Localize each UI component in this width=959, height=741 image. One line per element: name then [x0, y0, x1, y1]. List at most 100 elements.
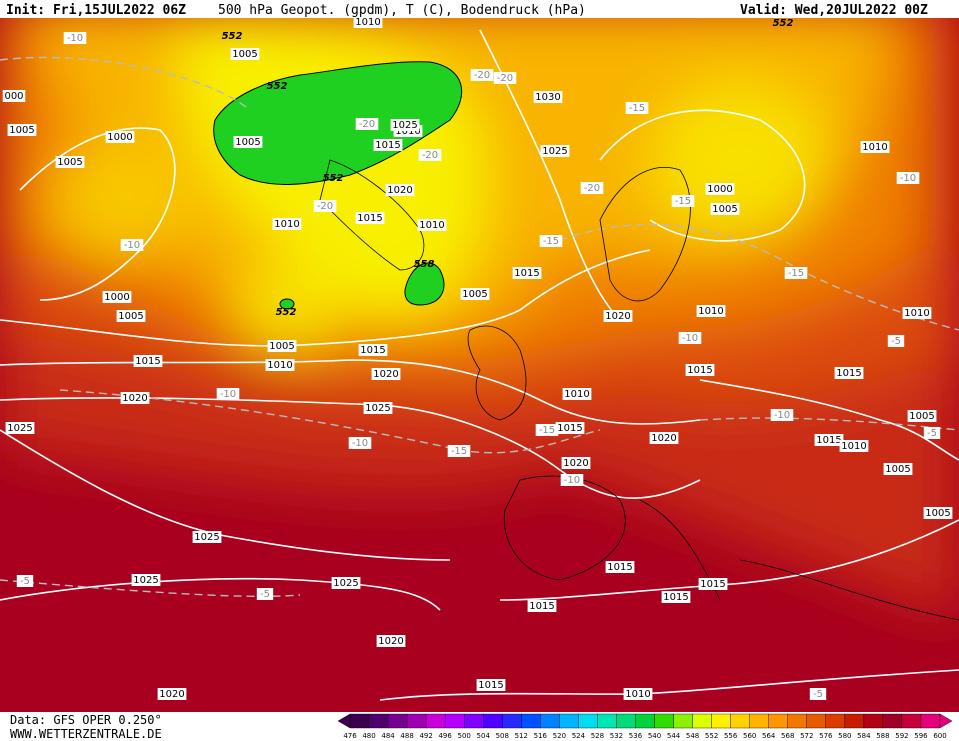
- pressure-label: 1010: [274, 219, 299, 230]
- colorbar-tick-label: 532: [610, 732, 623, 740]
- colorbar-cell: [616, 713, 636, 729]
- label-bg: [313, 200, 337, 212]
- label-bg: [535, 424, 559, 436]
- pressure-label: 1020: [122, 393, 147, 404]
- pressure-label: 1010: [419, 220, 444, 231]
- label-bg: [470, 69, 494, 81]
- colorbar-cell: [749, 713, 769, 729]
- pressure-label: 1010: [395, 126, 420, 137]
- temperature-label: -5: [927, 428, 937, 439]
- pressure-label: 1020: [605, 311, 630, 322]
- label-bg: [348, 437, 372, 449]
- temperature-label: -10: [774, 410, 790, 421]
- label-bg: [770, 409, 794, 421]
- label-bg: [562, 388, 592, 400]
- label-bg: [671, 195, 695, 207]
- label-bg: [373, 139, 403, 151]
- colorbar-tick-label: 484: [381, 732, 395, 740]
- pressure-label: 1015: [514, 268, 539, 279]
- temperature-label: -15: [629, 103, 645, 114]
- colorbar-cell: [673, 713, 693, 729]
- colorbar-cell: [425, 713, 446, 729]
- temperature-label: -20: [359, 119, 375, 130]
- colorbar-cell: [920, 713, 941, 729]
- colorbar-tick-label: 500: [458, 732, 471, 740]
- colorbar-tick-label: 504: [477, 732, 491, 740]
- label-bg: [493, 72, 517, 84]
- colorbar-cell: [692, 713, 712, 729]
- colorbar-cell: [806, 713, 827, 729]
- temperature-label: -15: [451, 446, 467, 457]
- pressure-label: 1015: [375, 140, 400, 151]
- label-bg: [907, 410, 937, 422]
- coastlines: [319, 159, 959, 621]
- label-bg: [55, 156, 85, 168]
- colorbar-cell: [349, 713, 370, 729]
- pressure-label: 1005: [235, 137, 260, 148]
- label-bg: [120, 239, 144, 251]
- colorbar-cell: [597, 713, 617, 729]
- pressure-label: 1010: [267, 360, 292, 371]
- label-bg: [390, 119, 420, 131]
- header-bg: [0, 0, 959, 18]
- pressure-label: 1025: [542, 146, 567, 157]
- pressure-label: 1015: [478, 680, 503, 691]
- temperature-label: -5: [813, 689, 823, 700]
- label-bg: [256, 588, 274, 600]
- label-bg: [540, 145, 570, 157]
- label-bg: [661, 591, 691, 603]
- pressure-label: 1005: [909, 411, 934, 422]
- temperature-label: -10: [124, 240, 140, 251]
- label-bg: [216, 388, 240, 400]
- colorbar-cell: [635, 713, 655, 729]
- pressure-label: 1000: [707, 184, 732, 195]
- colorbar-cell: [730, 713, 750, 729]
- pressure-label: 1020: [563, 458, 588, 469]
- colorbar-tick-label: 524: [572, 732, 586, 740]
- pressure-label: 1025: [333, 578, 358, 589]
- pressure-label: 1015: [529, 601, 554, 612]
- colorbar-cell: [863, 713, 884, 729]
- temperature-label: -5: [20, 576, 30, 587]
- label-bg: [603, 310, 633, 322]
- colorbar-cell: [654, 713, 674, 729]
- colorbar-cell: [406, 713, 427, 729]
- geopotential-label: 552: [323, 173, 344, 184]
- label-bg: [527, 600, 557, 612]
- geopot-552-area: [213, 61, 463, 185]
- label-bg: [2, 90, 26, 102]
- label-bg: [605, 561, 635, 573]
- map-area: [0, 18, 959, 712]
- label-bg: [649, 432, 679, 444]
- pressure-label: 1005: [118, 311, 143, 322]
- pressure-label: 1010: [564, 389, 589, 400]
- pressure-label: 1010: [625, 689, 650, 700]
- colorbar-cell: [901, 713, 922, 729]
- geopot-small-area: [279, 298, 295, 310]
- colorbar-cell: [387, 713, 408, 729]
- geopot-558-area: [404, 262, 445, 306]
- geopotential-label: 558: [414, 259, 435, 270]
- label-bg: [705, 183, 735, 195]
- pressure-label: 1015: [357, 213, 382, 224]
- label-bg: [923, 507, 953, 519]
- colorbar-tick-label: 576: [819, 732, 833, 740]
- pressure-label: 1010: [904, 308, 929, 319]
- pressure-label: 1005: [9, 125, 34, 136]
- label-bg: [883, 463, 913, 475]
- pressure-label: 1005: [925, 508, 950, 519]
- label-bg: [625, 102, 649, 114]
- label-bg: [580, 182, 604, 194]
- label-bg: [105, 131, 135, 143]
- colorbar-tick-label: 560: [743, 732, 756, 740]
- colorbar-tick-label: 508: [496, 732, 509, 740]
- label-bg: [120, 392, 150, 404]
- temperature-label: -15: [788, 268, 804, 279]
- label-bg: [555, 422, 585, 434]
- pressure-label: 1005: [462, 289, 487, 300]
- pressure-label: 1015: [135, 356, 160, 367]
- pressure-label: 1030: [535, 92, 560, 103]
- label-bg: [131, 574, 161, 586]
- label-bg: [887, 335, 905, 347]
